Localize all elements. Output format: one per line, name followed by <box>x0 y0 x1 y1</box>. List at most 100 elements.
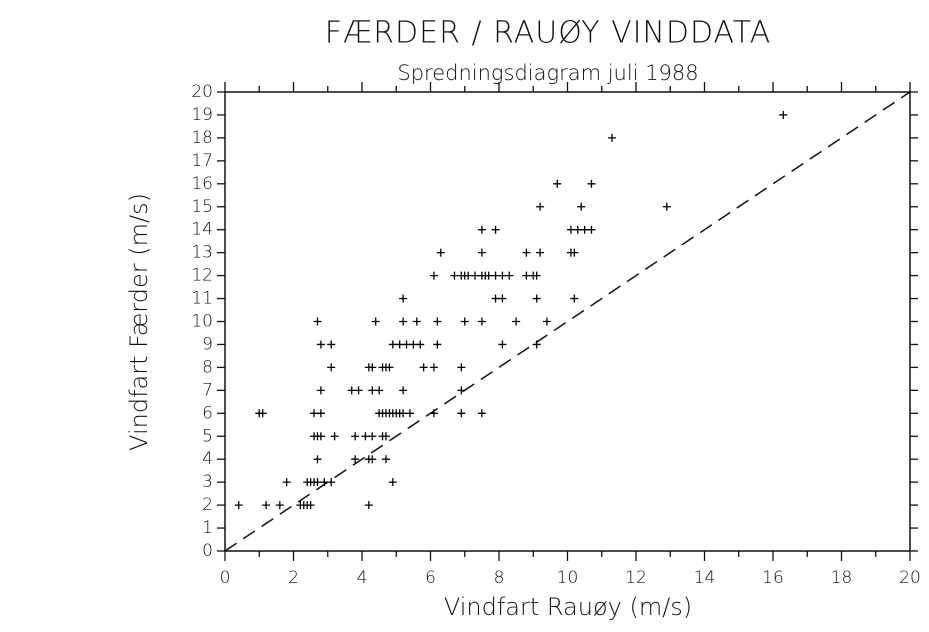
y-tick-label: 9 <box>202 334 213 354</box>
point <box>234 501 243 510</box>
point <box>316 386 325 395</box>
point <box>498 340 507 349</box>
point <box>409 340 418 349</box>
point <box>347 386 356 395</box>
point <box>532 294 541 303</box>
point <box>570 248 579 257</box>
point <box>399 317 408 326</box>
y-tick-label: 16 <box>191 174 213 194</box>
point <box>354 386 363 395</box>
point <box>429 271 438 280</box>
point <box>310 409 319 418</box>
y-tick-label: 1 <box>202 518 213 538</box>
point <box>457 363 466 372</box>
point <box>416 340 425 349</box>
point <box>570 294 579 303</box>
point <box>351 432 360 441</box>
point <box>536 248 545 257</box>
y-tick-label: 18 <box>191 128 213 148</box>
point <box>491 271 500 280</box>
x-tick-label: 4 <box>357 568 368 588</box>
y-tick-label: 7 <box>202 380 213 400</box>
point <box>368 432 377 441</box>
point <box>498 271 507 280</box>
x-tick-label: 10 <box>557 568 579 588</box>
point <box>477 409 486 418</box>
point <box>457 409 466 418</box>
point <box>388 478 397 487</box>
point <box>553 179 562 188</box>
point <box>306 501 315 510</box>
point <box>320 478 329 487</box>
point <box>532 271 541 280</box>
x-tick-label: 18 <box>831 568 853 588</box>
point <box>429 363 438 372</box>
point <box>491 225 500 234</box>
point <box>457 386 466 395</box>
y-tick-label: 19 <box>191 105 213 125</box>
point <box>542 317 551 326</box>
y-tick-label: 6 <box>202 403 213 423</box>
reference-line <box>224 91 911 552</box>
y-axis-label: Vindfart Færder (m/s) <box>125 193 153 451</box>
point <box>433 340 442 349</box>
point <box>477 248 486 257</box>
point <box>608 133 617 142</box>
point <box>405 409 414 418</box>
point <box>327 478 336 487</box>
y-tick-label: 10 <box>191 312 213 332</box>
point <box>662 202 671 211</box>
y-tick-label: 5 <box>202 426 213 446</box>
point <box>460 317 469 326</box>
point <box>368 363 377 372</box>
point <box>258 409 267 418</box>
point <box>577 202 586 211</box>
chart-subtitle: Spredningsdiagram juli 1988 <box>397 61 698 85</box>
point <box>399 409 408 418</box>
point <box>371 317 380 326</box>
point <box>779 110 788 119</box>
point <box>498 294 507 303</box>
point <box>330 432 339 441</box>
point <box>388 340 397 349</box>
point <box>275 501 284 510</box>
x-tick-label: 16 <box>762 568 784 588</box>
point <box>532 340 541 349</box>
x-tick-label: 14 <box>694 568 716 588</box>
y-tick-label: 11 <box>191 289 213 309</box>
point <box>368 455 377 464</box>
x-tick-label: 6 <box>425 568 436 588</box>
point <box>381 455 390 464</box>
point <box>361 432 370 441</box>
point <box>505 271 514 280</box>
y-tick-label: 17 <box>191 151 213 171</box>
x-axis-label: Vindfart Rauøy (m/s) <box>444 593 692 621</box>
point <box>512 317 521 326</box>
point <box>587 225 596 234</box>
y-tick-label: 3 <box>202 472 213 492</box>
x-tick-label: 8 <box>494 568 505 588</box>
point <box>587 179 596 188</box>
point <box>580 225 589 234</box>
x-tick-label: 12 <box>625 568 647 588</box>
y-tick-label: 13 <box>191 243 213 263</box>
point <box>327 363 336 372</box>
point <box>484 271 493 280</box>
point <box>282 478 291 487</box>
y-tick-label: 2 <box>202 495 213 515</box>
point <box>385 363 394 372</box>
point <box>522 271 531 280</box>
point <box>536 202 545 211</box>
point <box>262 501 271 510</box>
point <box>381 432 390 441</box>
point <box>433 317 442 326</box>
point <box>573 225 582 234</box>
point <box>399 294 408 303</box>
point <box>429 409 438 418</box>
point <box>566 225 575 234</box>
point <box>313 455 322 464</box>
point <box>364 501 373 510</box>
point <box>313 478 322 487</box>
point <box>419 363 428 372</box>
